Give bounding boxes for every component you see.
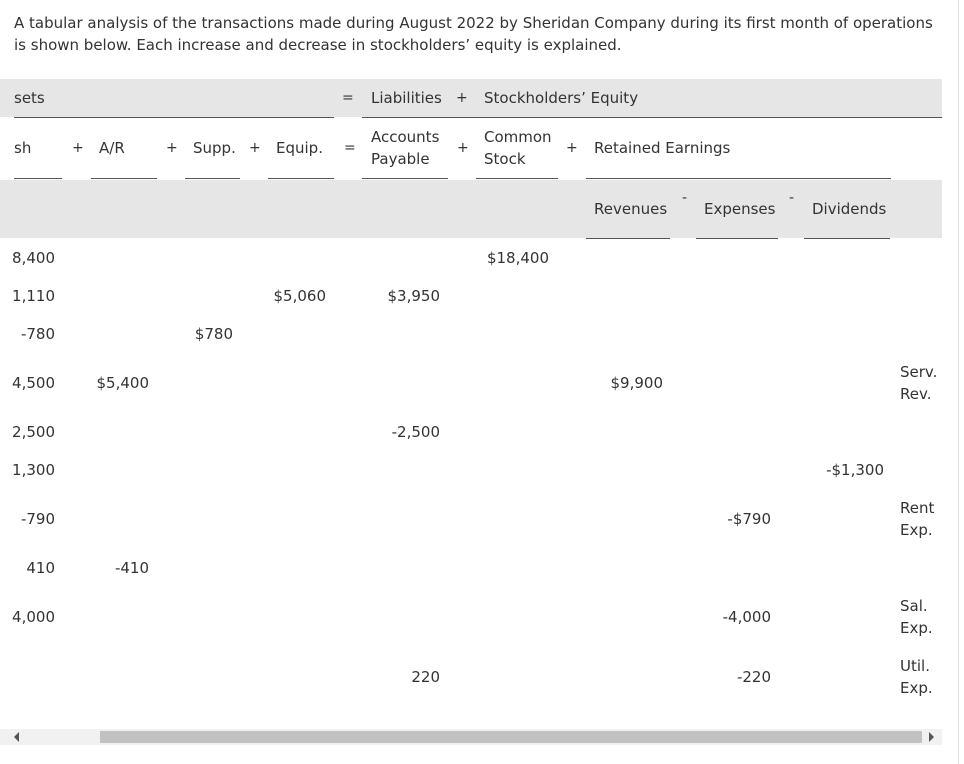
cell-explanation-line1: Rent (900, 499, 935, 517)
header-ap-line2: Payable (371, 150, 430, 168)
cell-cash: -790 (20, 510, 55, 528)
cell-accounts-payable: 220 (411, 668, 440, 686)
header-band-3 (0, 180, 942, 238)
cell-cash: 410 (26, 559, 55, 577)
col-line-ap (362, 178, 448, 179)
header-cs-line2: Stock (484, 150, 526, 168)
cell-accounts-receivable: -410 (114, 559, 149, 577)
header-equals-2: = (344, 140, 356, 156)
cell-accounts-payable: -2,500 (391, 423, 440, 441)
header-line-liab-equity (362, 117, 942, 118)
cell-cash: 4,500 (12, 374, 55, 392)
horizontal-scrollbar[interactable] (0, 729, 942, 745)
header-liabilities: Liabilities (371, 89, 442, 107)
header-retained-earnings: Retained Earnings (594, 139, 731, 157)
header-equipment: Equip. (276, 139, 323, 157)
header-cash: sh (14, 139, 32, 157)
cell-cash: 4,000 (12, 608, 55, 626)
scroll-left-arrow-icon[interactable] (14, 732, 19, 742)
header-expenses: Expenses (704, 200, 776, 218)
header-supplies: Supp. (193, 139, 236, 157)
intro-text: A tabular analysis of the transactions m… (14, 14, 933, 54)
cell-explanation-line2: Rev. (900, 385, 932, 403)
cell-dividends: -$1,300 (826, 461, 884, 479)
right-border (958, 0, 959, 764)
header-band-1 (0, 79, 942, 117)
header-stockholders-equity: Stockholders’ Equity (484, 89, 639, 107)
header-equals-1: = (342, 90, 354, 106)
cell-cash: 8,400 (12, 249, 55, 267)
cell-explanation-line1: Serv. (900, 363, 938, 381)
header-line-assets (14, 117, 334, 118)
header-plus-re: + (566, 140, 578, 156)
cell-explanation-line2: Exp. (900, 521, 933, 539)
header-revenues: Revenues (594, 200, 668, 218)
cell-cash: -780 (20, 325, 55, 343)
col-line-expenses (696, 238, 778, 239)
header-plus-equip: + (249, 140, 261, 156)
col-line-dividends (804, 238, 890, 239)
cell-revenues: $9,900 (610, 374, 664, 392)
cell-explanation-line2: Exp. (900, 679, 933, 697)
cell-cash: 1,110 (12, 287, 55, 305)
cell-cash: 2,500 (12, 423, 55, 441)
cell-explanation-line1: Sal. (900, 597, 928, 615)
cell-expenses: -$790 (727, 510, 771, 528)
col-line-revenues (586, 238, 670, 239)
col-line-cash (14, 178, 62, 179)
cell-supplies: $780 (194, 325, 233, 343)
scroll-right-arrow-icon[interactable] (929, 732, 934, 742)
header-plus-supp: + (166, 140, 178, 156)
header-ar: A/R (99, 139, 125, 157)
col-line-re (586, 178, 891, 179)
header-ap-line1: Accounts (371, 128, 440, 146)
col-line-supp (185, 178, 240, 179)
cell-explanation-line2: Exp. (900, 619, 933, 637)
header-plus-ar: + (72, 140, 84, 156)
header-minus-exp: - (682, 190, 688, 206)
header-minus-div: - (789, 190, 795, 206)
cell-explanation-line1: Util. (900, 657, 930, 675)
cell-equipment: $5,060 (273, 287, 327, 305)
cell-cash: 1,300 (12, 461, 55, 479)
header-dividends: Dividends (812, 200, 887, 218)
header-plus-1: + (456, 90, 468, 106)
col-line-equip (268, 178, 334, 179)
col-line-cs (476, 178, 558, 179)
cell-accounts-payable: $3,950 (387, 287, 441, 305)
cell-expenses: -4,000 (722, 608, 771, 626)
header-assets: sets (14, 89, 45, 107)
header-cs-line1: Common (484, 128, 552, 146)
cell-expenses: -220 (736, 668, 771, 686)
cell-accounts-receivable: $5,400 (96, 374, 150, 392)
col-line-ar (91, 178, 157, 179)
header-plus-cs: + (457, 140, 469, 156)
cell-common-stock: $18,400 (486, 249, 549, 267)
scrollbar-thumb[interactable] (100, 731, 922, 743)
